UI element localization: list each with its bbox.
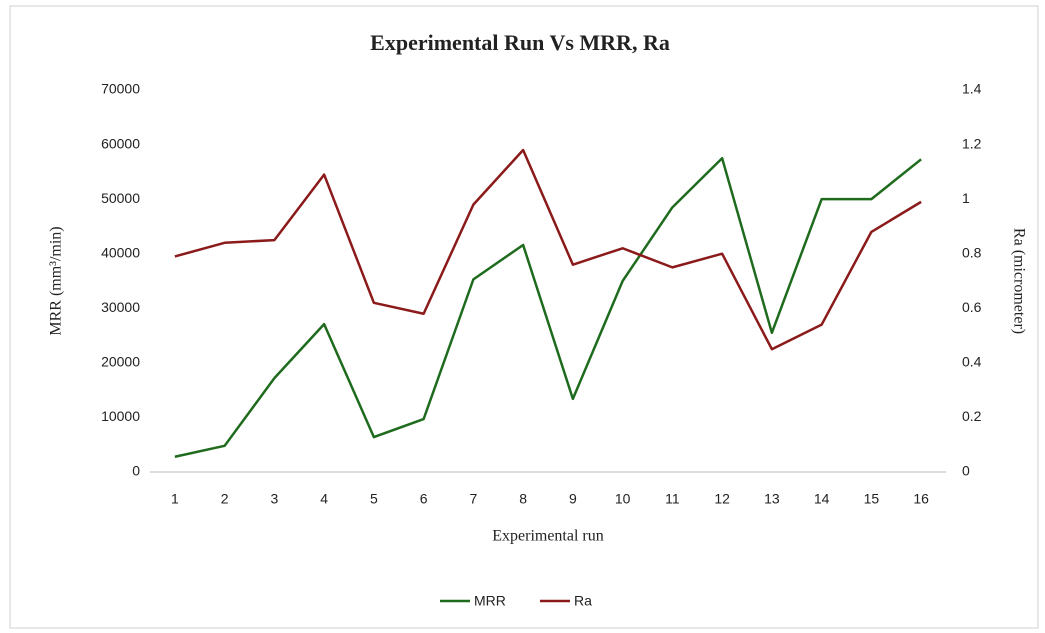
x-tick-label: 10 (615, 491, 631, 507)
x-tick-label: 8 (519, 491, 527, 507)
y2-tick-label: 0.8 (962, 244, 982, 260)
y2-tick-label: 0 (962, 463, 970, 479)
x-tick-label: 6 (420, 491, 428, 507)
x-tick-label: 5 (370, 491, 378, 507)
x-tick-label: 1 (171, 491, 179, 507)
y-tick-label: 10000 (101, 408, 140, 424)
y2-tick-label: 0.4 (962, 354, 982, 370)
x-tick-label: 12 (714, 491, 730, 507)
x-axis-title: Experimental run (492, 528, 604, 545)
y2-tick-label: 0.2 (962, 408, 982, 424)
y2-tick-label: 0.6 (962, 299, 982, 315)
y2-tick-label: 1.2 (962, 135, 982, 151)
x-tick-label: 2 (221, 491, 229, 507)
y2-tick-label: 1.4 (962, 81, 982, 97)
chart-title: Experimental Run Vs MRR, Ra (370, 30, 670, 55)
y-axis-title: MRR (mm³/min) (48, 226, 65, 335)
y-tick-label: 50000 (101, 190, 140, 206)
x-tick-label: 13 (764, 491, 780, 507)
chart-frame (9, 5, 1039, 629)
y-tick-label: 30000 (101, 299, 140, 315)
legend-label: MRR (474, 593, 506, 609)
y2-tick-label: 1 (962, 190, 970, 206)
x-tick-label: 14 (814, 491, 830, 507)
legend-label: Ra (574, 593, 592, 609)
y-tick-label: 20000 (101, 354, 140, 370)
y2-axis-title: Ra (micrometer) (1010, 228, 1027, 334)
x-tick-label: 3 (270, 491, 278, 507)
y-tick-label: 40000 (101, 244, 140, 260)
series-line (174, 156, 922, 458)
x-tick-label: 7 (469, 491, 477, 507)
series-line (174, 148, 922, 351)
x-tick-label: 9 (569, 491, 577, 507)
x-tick-label: 15 (864, 491, 880, 507)
y-tick-label: 0 (132, 463, 140, 479)
x-tick-label: 11 (665, 491, 680, 507)
x-tick-label: 4 (320, 491, 328, 507)
y-tick-label: 70000 (101, 81, 140, 97)
y-tick-label: 60000 (101, 135, 140, 151)
x-tick-label: 16 (913, 491, 929, 507)
